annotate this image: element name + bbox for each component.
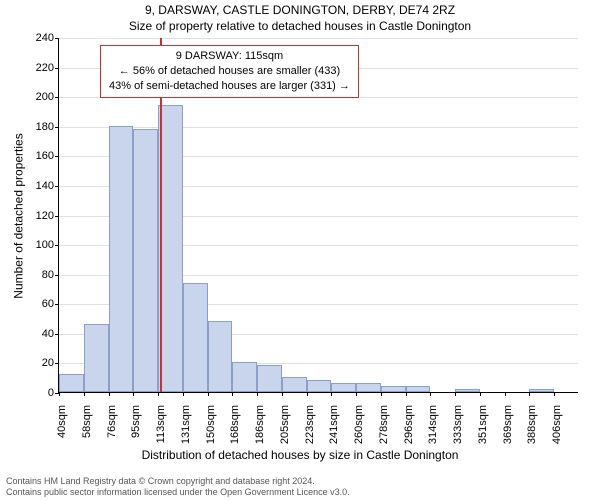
x-tick-mark	[406, 392, 407, 396]
chart-container: 9, DARSWAY, CASTLE DONINGTON, DERBY, DE7…	[0, 0, 600, 500]
x-tick-label: 223sqm	[304, 405, 316, 453]
x-tick-mark	[257, 392, 258, 396]
histogram-bar	[331, 383, 356, 392]
x-tick-label: 241sqm	[328, 405, 340, 453]
x-tick-mark	[232, 392, 233, 396]
histogram-bar	[232, 362, 257, 392]
y-tick-label: 220	[24, 62, 54, 74]
y-tick-label: 20	[24, 357, 54, 369]
x-tick-mark	[282, 392, 283, 396]
annotation-line: 43% of semi-detached houses are larger (…	[109, 79, 350, 94]
x-tick-label: 388sqm	[526, 405, 538, 453]
x-tick-mark	[133, 392, 134, 396]
y-tick-label: 80	[24, 269, 54, 281]
x-tick-mark	[208, 392, 209, 396]
y-tick-label: 160	[24, 150, 54, 162]
x-tick-mark	[480, 392, 481, 396]
histogram-bar	[406, 386, 431, 392]
x-tick-label: 40sqm	[56, 405, 68, 453]
x-tick-mark	[455, 392, 456, 396]
y-tick-label: 120	[24, 210, 54, 222]
histogram-bar	[109, 126, 134, 392]
x-tick-mark	[158, 392, 159, 396]
x-tick-label: 186sqm	[254, 405, 266, 453]
chart-title: 9, DARSWAY, CASTLE DONINGTON, DERBY, DE7…	[0, 3, 600, 17]
x-tick-label: 76sqm	[106, 405, 118, 453]
footer-line: Contains public sector information licen…	[6, 487, 594, 498]
footer-line: Contains HM Land Registry data © Crown c…	[6, 476, 594, 487]
x-tick-mark	[505, 392, 506, 396]
histogram-bar	[455, 389, 480, 392]
x-tick-label: 150sqm	[205, 405, 217, 453]
y-tick-label: 100	[24, 239, 54, 251]
chart-subtitle: Size of property relative to detached ho…	[0, 19, 600, 33]
x-tick-mark	[529, 392, 530, 396]
histogram-bar	[84, 324, 109, 392]
x-tick-mark	[84, 392, 85, 396]
y-tick-label: 140	[24, 180, 54, 192]
histogram-bar	[183, 283, 208, 392]
x-tick-mark	[381, 392, 382, 396]
histogram-bar	[307, 380, 332, 392]
x-tick-label: 296sqm	[403, 405, 415, 453]
x-tick-label: 351sqm	[477, 405, 489, 453]
x-tick-label: 260sqm	[353, 405, 365, 453]
annotation-line: 9 DARSWAY: 115sqm	[109, 49, 350, 64]
x-tick-mark	[109, 392, 110, 396]
x-tick-mark	[307, 392, 308, 396]
histogram-bar	[529, 389, 554, 392]
x-tick-mark	[331, 392, 332, 396]
x-tick-label: 58sqm	[81, 405, 93, 453]
x-tick-label: 369sqm	[502, 405, 514, 453]
footer: Contains HM Land Registry data © Crown c…	[6, 476, 594, 498]
x-tick-label: 95sqm	[130, 405, 142, 453]
x-tick-label: 278sqm	[378, 405, 390, 453]
annotation-box: 9 DARSWAY: 115sqm ← 56% of detached hous…	[100, 45, 359, 98]
y-tick-label: 240	[24, 32, 54, 44]
x-tick-label: 406sqm	[551, 405, 563, 453]
y-tick-label: 180	[24, 121, 54, 133]
histogram-bar	[356, 383, 381, 392]
x-tick-label: 205sqm	[279, 405, 291, 453]
histogram-bar	[133, 129, 158, 392]
x-tick-label: 333sqm	[452, 405, 464, 453]
x-tick-label: 314sqm	[427, 405, 439, 453]
histogram-bar	[381, 386, 406, 392]
x-tick-mark	[59, 392, 60, 396]
histogram-bar	[208, 321, 233, 392]
x-tick-mark	[183, 392, 184, 396]
x-tick-mark	[430, 392, 431, 396]
histogram-bar	[282, 377, 307, 392]
histogram-bar	[59, 374, 84, 392]
x-tick-label: 113sqm	[155, 405, 167, 453]
y-tick-label: 200	[24, 91, 54, 103]
x-tick-label: 131sqm	[180, 405, 192, 453]
x-tick-mark	[356, 392, 357, 396]
x-tick-mark	[554, 392, 555, 396]
x-tick-label: 168sqm	[229, 405, 241, 453]
y-tick-label: 0	[24, 387, 54, 399]
y-tick-label: 60	[24, 298, 54, 310]
annotation-line: ← 56% of detached houses are smaller (43…	[109, 64, 350, 79]
y-tick-label: 40	[24, 328, 54, 340]
histogram-bar	[257, 365, 282, 392]
